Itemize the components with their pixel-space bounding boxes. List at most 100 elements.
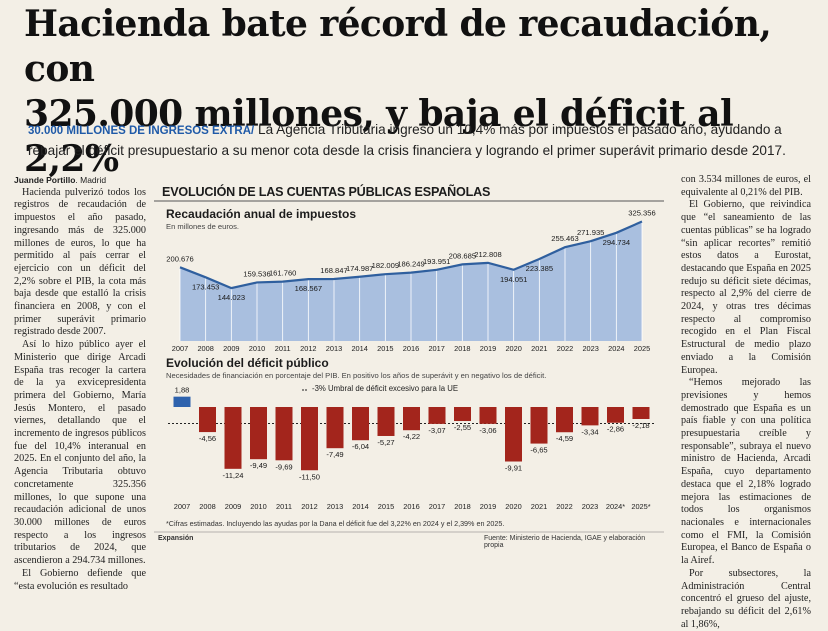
revenue-line	[179, 220, 643, 290]
deficit-year-label: 2023	[582, 502, 598, 511]
deficit-bar	[377, 407, 395, 436]
revenue-value-label: 161.760	[269, 269, 296, 278]
revenue-value-label: 255.463	[551, 234, 578, 243]
deficit-bar	[581, 407, 599, 426]
revenue-year-label: 2018	[454, 344, 470, 353]
deficit-value-label: -3,07	[428, 426, 445, 435]
deficit-bar	[403, 407, 420, 431]
revenue-value-label: 223.385	[526, 264, 553, 273]
deficit-value-label: -2,18	[632, 421, 649, 430]
revenue-value-label: 193.951	[423, 257, 450, 266]
headline: Hacienda bate récord de recaudación, con…	[24, 2, 814, 182]
byline: Juande Portillo. Madrid	[14, 174, 146, 187]
infographic: EVOLUCIÓN DE LAS CUENTAS PÚBLICAS ESPAÑO…	[154, 175, 664, 553]
deficit-year-label: 2017	[429, 502, 445, 511]
deficit-value-label: -4,56	[199, 434, 216, 443]
deficit-year-label: 2015	[378, 502, 394, 511]
revenue-year-label: 2012	[300, 344, 316, 353]
left-paragraph-1: Hacienda pulverizó todos los registros d…	[14, 186, 146, 338]
deficit-bar-chart: 1,88 2007 -4,56 2008 -11,24 2009 -9,49 2010 -9,6…	[168, 386, 654, 511]
deficit-year-label: 2019	[480, 502, 496, 511]
deficit-bar	[326, 407, 344, 449]
headline-line-1: Hacienda bate récord de recaudación, con	[24, 3, 772, 90]
revenue-year-label: 2020	[505, 344, 521, 353]
infographic-title: EVOLUCIÓN DE LAS CUENTAS PÚBLICAS ESPAÑO…	[162, 185, 491, 199]
deck: 30.000 MILLONES DE INGRESOS EXTRA/ La Ag…	[28, 120, 818, 160]
deficit-value-label: -4,22	[403, 432, 420, 441]
revenue-chart-title: Recaudación anual de impuestos	[166, 207, 357, 221]
headline-line-2: 325.000 millones, y baja el déficit al 2…	[24, 93, 734, 180]
revenue-year-label: 2022	[557, 344, 573, 353]
revenue-value-label: 168.567	[295, 284, 322, 293]
revenue-value-label: 173.453	[192, 282, 219, 291]
deficit-chart-subtitle: Necesidades de financiación en porcentaj…	[166, 371, 547, 380]
revenue-year-label: 2016	[403, 344, 419, 353]
deficit-bar	[479, 407, 497, 424]
deficit-year-label: 2014	[352, 502, 368, 511]
right-paragraph-1: con 3.534 millones de euros, el equivale…	[681, 174, 811, 198]
revenue-chart-subtitle: En millones de euros.	[166, 222, 240, 231]
left-paragraph-2: Así lo hizo público ayer el Ministerio q…	[14, 339, 146, 567]
deficit-bar	[275, 407, 293, 461]
revenue-value-label: 144.023	[218, 293, 245, 302]
deficit-year-label: 2012	[301, 502, 317, 511]
revenue-value-label: 212.808	[474, 250, 501, 259]
byline-place: . Madrid	[75, 175, 107, 185]
revenue-year-label: 2021	[531, 344, 547, 353]
deficit-bar	[224, 407, 242, 469]
deficit-bar	[530, 407, 548, 444]
deficit-footnote: *Cifras estimadas. Incluyendo las ayudas…	[166, 519, 505, 528]
revenue-year-label: 2011	[275, 344, 291, 353]
revenue-value-label: 159.536	[243, 269, 270, 278]
deficit-bar	[632, 407, 650, 419]
deficit-value-label: -11,50	[299, 472, 320, 481]
deficit-value-label: -3,34	[581, 427, 598, 436]
deficit-value-label: -11,24	[223, 471, 244, 480]
deficit-value-label: -9,69	[275, 462, 292, 471]
deficit-bar	[301, 407, 318, 471]
revenue-value-label: 174.987	[346, 264, 373, 273]
left-paragraph-3: El Gobierno defiende que “esta evolución…	[14, 567, 146, 592]
deficit-year-label: 2021	[531, 502, 547, 511]
deficit-value-label: -9,49	[250, 461, 267, 470]
deficit-value-label: -2,86	[607, 425, 624, 434]
deficit-year-label: 2025*	[631, 502, 650, 511]
right-column: con 3.534 millones de euros, el equivale…	[681, 174, 811, 631]
deficit-year-label: 2007	[174, 502, 190, 511]
right-paragraph-4: Por subsectores, la Administración Centr…	[681, 567, 811, 630]
deficit-value-label: -9,91	[505, 464, 522, 473]
deficit-bar	[199, 407, 216, 433]
deficit-value-label: 1,88	[175, 386, 190, 395]
deficit-bar	[607, 407, 624, 423]
deck-text: La Agencia Tributaria ingresó un 10,4% m…	[28, 122, 786, 158]
revenue-year-label: 2014	[351, 344, 367, 353]
revenue-value-label: 208.685	[449, 251, 476, 260]
revenue-value-label: 325.356	[628, 209, 655, 218]
deficit-year-label: 2010	[250, 502, 266, 511]
author: Juande Portillo	[14, 175, 76, 185]
deficit-bar	[250, 407, 267, 460]
revenue-value-label: 200.676	[166, 254, 193, 263]
revenue-year-label: 2024	[608, 344, 624, 353]
revenue-year-label: 2009	[223, 344, 239, 353]
deficit-year-label: 2013	[327, 502, 343, 511]
source-note: Fuente: Ministerio de Hacienda, IGAE y e…	[484, 535, 646, 549]
deficit-bar	[173, 396, 191, 407]
revenue-value-label: 182.009	[372, 261, 399, 270]
right-paragraph-3: “Hemos mejorado las previsiones y hemos …	[681, 377, 811, 567]
revenue-year-label: 2019	[480, 344, 496, 353]
deficit-value-label: -3,06	[479, 426, 496, 435]
deficit-bar	[505, 407, 522, 462]
revenue-year-label: 2008	[197, 344, 213, 353]
left-column: Juande Portillo. Madrid Hacienda pulveri…	[14, 174, 146, 593]
deficit-year-label: 2009	[225, 502, 241, 511]
revenue-year-label: 2007	[172, 344, 188, 353]
revenue-year-label: 2015	[377, 344, 393, 353]
deficit-bar	[352, 407, 369, 441]
deficit-chart-title: Evolución del déficit público	[166, 356, 329, 370]
deficit-year-label: 2022	[556, 502, 572, 511]
deficit-value-label: -7,49	[326, 450, 343, 459]
deficit-value-label: -6,65	[530, 446, 547, 455]
deck-kicker: 30.000 MILLONES DE INGRESOS EXTRA/	[28, 125, 255, 137]
